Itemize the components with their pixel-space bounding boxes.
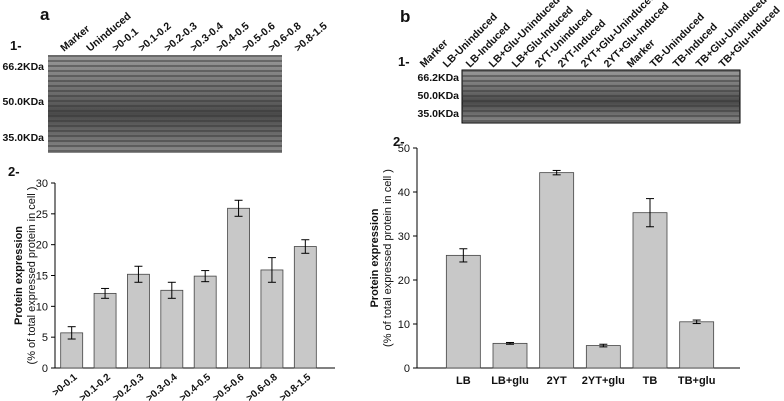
- x-tick-label: >0.8-1.5: [278, 372, 314, 401]
- y-tick-label: 15: [36, 271, 48, 283]
- bar: [260, 269, 284, 369]
- x-tick-label: >0.1-0.2: [78, 372, 114, 401]
- y-tick-label: 0: [404, 363, 410, 375]
- bar: [193, 275, 217, 369]
- marker-label: 35.0KDa: [418, 108, 460, 120]
- error-bar: [301, 239, 310, 254]
- gel-bands: [462, 70, 740, 123]
- y-tick-label: 25: [36, 209, 48, 221]
- error-bar: [459, 248, 468, 263]
- y-axis-title: Protein expression: [13, 226, 25, 325]
- x-tick-label: >0.2-0.3: [111, 372, 147, 401]
- marker-label: 50.0KDa: [418, 90, 460, 102]
- error-bar: [692, 319, 701, 325]
- x-tick-label: >0.5-0.6: [211, 372, 247, 401]
- x-tick-label: 2YT+glu: [582, 375, 625, 387]
- x-tick-label: LB: [456, 375, 471, 387]
- bar: [160, 289, 184, 369]
- y-tick-label: 30: [36, 178, 48, 190]
- error-bar: [646, 198, 654, 228]
- marker-label: 66.2KDa: [418, 72, 460, 84]
- y-axis-subtitle: (% of total expressed protein in cell ): [26, 187, 38, 365]
- error-bar: [599, 343, 608, 348]
- bar: [632, 212, 668, 369]
- error-bar: [167, 281, 176, 299]
- y-tick-label: 20: [398, 275, 410, 287]
- marker-label: 50.0KDa: [3, 96, 45, 108]
- bar: [445, 254, 481, 369]
- error-bar: [67, 326, 76, 340]
- y-tick-label: 50: [398, 143, 410, 155]
- bar: [585, 345, 621, 369]
- marker-label: 35.0KDa: [3, 132, 45, 144]
- x-tick-label: TB+glu: [678, 375, 716, 387]
- panel-label: b: [400, 7, 410, 26]
- y-tick-label: 40: [398, 187, 410, 199]
- error-bar: [506, 341, 514, 345]
- y-tick-label: 30: [398, 231, 410, 243]
- bar: [492, 342, 528, 369]
- x-tick-label: >0.4-0.5: [178, 372, 214, 401]
- error-bar: [552, 169, 561, 176]
- y-tick-label: 20: [36, 240, 48, 252]
- error-bar: [234, 199, 243, 217]
- y-axis-subtitle: (% of total expressed protein in cell ): [382, 169, 394, 347]
- sub-label: 1-: [10, 38, 22, 53]
- x-tick-label: >0.3-0.4: [144, 372, 180, 401]
- x-tick-label: 2YT: [547, 375, 567, 387]
- error-bar: [201, 270, 210, 283]
- y-tick-label: 5: [42, 332, 48, 344]
- y-axis-title: Protein expression: [369, 208, 381, 307]
- bar: [227, 207, 250, 369]
- sub-label: 1-: [398, 54, 410, 69]
- error-bar: [101, 287, 110, 299]
- error-bar: [134, 265, 143, 283]
- sub-label: 2-: [393, 134, 405, 149]
- y-tick-label: 10: [398, 319, 410, 331]
- error-bar: [267, 257, 276, 283]
- x-tick-label: TB: [643, 375, 658, 387]
- x-tick-label: >0.6-0.8: [244, 372, 280, 401]
- bar: [93, 292, 117, 369]
- sub-label: 2-: [8, 164, 20, 179]
- y-tick-label: 10: [36, 301, 48, 313]
- bar: [679, 321, 715, 369]
- panel-label: a: [40, 5, 50, 24]
- marker-label: 66.2KDa: [3, 61, 45, 73]
- bar: [127, 273, 150, 369]
- bar: [293, 246, 317, 369]
- gel-bands: [48, 55, 282, 153]
- y-tick-label: 0: [42, 363, 48, 375]
- x-tick-label: >0-0.1: [51, 372, 80, 399]
- x-tick-label: LB+glu: [491, 375, 529, 387]
- bar: [539, 172, 575, 369]
